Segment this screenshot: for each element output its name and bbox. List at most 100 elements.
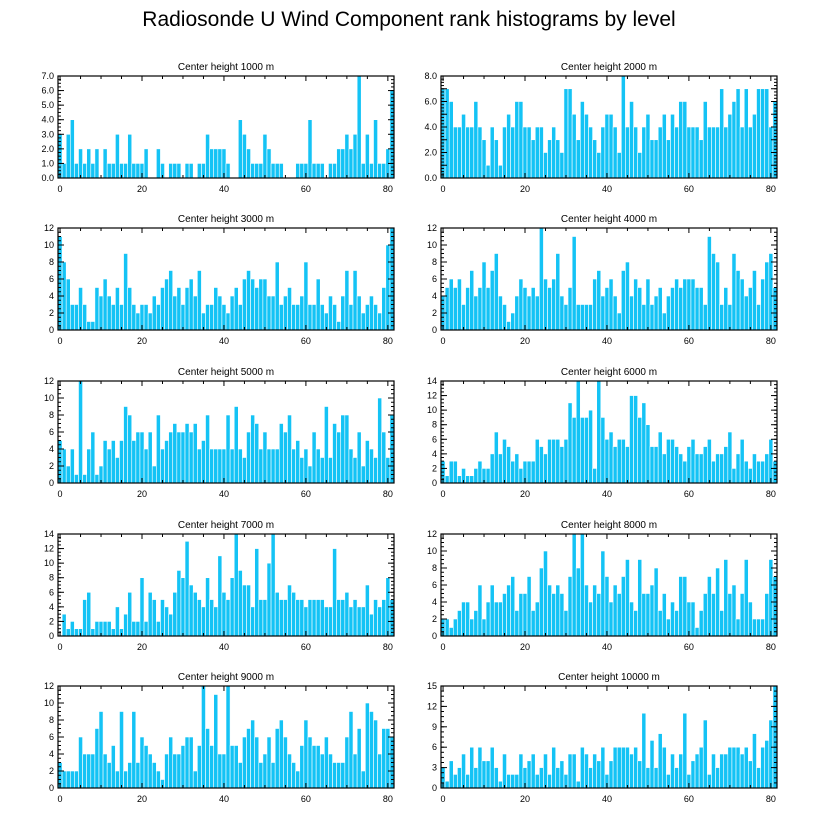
histogram-bar xyxy=(78,736,83,789)
histogram-panel: Center height 9000 m 0 20 40 60 80 0 2 4 6 8 10 12 xyxy=(44,672,395,804)
y-tick-label: 8.0 xyxy=(424,71,437,81)
histogram-bar xyxy=(90,753,96,789)
histogram-bar xyxy=(580,417,585,484)
histogram-bar xyxy=(344,270,350,331)
histogram-bar xyxy=(94,728,100,789)
histogram-bar xyxy=(485,164,491,179)
histogram-bar xyxy=(723,559,729,637)
histogram-bar xyxy=(719,610,725,637)
histogram-bar xyxy=(444,475,450,484)
histogram-bar xyxy=(580,746,585,789)
histogram-bar xyxy=(567,287,573,331)
histogram-bar xyxy=(719,88,725,179)
histogram-bar xyxy=(678,576,684,637)
histogram-bar xyxy=(201,685,206,789)
histogram-bar xyxy=(604,438,610,484)
histogram-bar xyxy=(139,577,145,637)
histogram-bar xyxy=(707,438,712,484)
histogram-bar xyxy=(485,287,491,331)
histogram-bar xyxy=(209,448,215,484)
histogram-bar xyxy=(551,746,557,789)
histogram-bar xyxy=(225,414,231,484)
histogram-bar xyxy=(237,448,243,484)
histogram-bar xyxy=(61,770,67,789)
histogram-bar xyxy=(612,584,618,637)
histogram-bar xyxy=(274,163,280,179)
histogram-bar xyxy=(661,453,667,484)
histogram-bar xyxy=(127,591,133,637)
y-tick-label: 10 xyxy=(44,393,54,403)
histogram-bar xyxy=(295,304,301,331)
histogram-bar xyxy=(270,295,276,331)
histogram-bar xyxy=(86,448,92,484)
histogram-bar xyxy=(340,414,346,484)
x-tick-label: 60 xyxy=(684,336,694,346)
histogram-bar xyxy=(702,101,708,179)
y-tick-label: 8 xyxy=(49,410,54,420)
y-tick-label: 6.0 xyxy=(424,97,437,107)
histogram-bar xyxy=(344,591,350,637)
histogram-bar xyxy=(616,438,622,484)
histogram-bar xyxy=(764,740,770,789)
histogram-bar xyxy=(465,287,470,331)
histogram-bar xyxy=(311,745,317,789)
histogram-bar xyxy=(502,438,507,484)
histogram-bar xyxy=(86,753,92,789)
histogram-bar xyxy=(526,460,532,484)
histogram-bar xyxy=(336,148,342,179)
histogram-bar xyxy=(608,113,614,179)
histogram-bar xyxy=(686,446,692,484)
histogram-bar xyxy=(743,746,749,789)
y-tick-label: 6 xyxy=(49,274,54,284)
y-tick-label: 6 xyxy=(432,274,437,284)
histogram-bar xyxy=(258,448,264,484)
histogram-bar xyxy=(547,438,552,484)
histogram-bar xyxy=(348,304,354,331)
histogram-bar xyxy=(205,414,210,484)
histogram-bar xyxy=(752,270,757,331)
histogram-bar xyxy=(473,101,479,179)
histogram-bar xyxy=(682,278,688,331)
histogram-bar xyxy=(348,448,354,484)
histogram-bar xyxy=(336,762,342,789)
y-tick-label: 4 xyxy=(432,291,437,301)
histogram-bar xyxy=(555,584,561,637)
histogram-bar xyxy=(94,474,100,484)
histogram-bar xyxy=(543,152,548,179)
y-tick-label: 6 xyxy=(49,587,54,597)
histogram-bar xyxy=(641,304,647,331)
histogram-bar xyxy=(727,113,733,179)
histogram-bar xyxy=(307,599,313,637)
y-tick-label: 10 xyxy=(44,240,54,250)
x-tick-label: 40 xyxy=(219,489,229,499)
histogram-bar xyxy=(502,593,507,637)
histogram-bar xyxy=(176,753,182,789)
histogram-bar xyxy=(666,295,671,331)
histogram-bar xyxy=(319,599,325,637)
histogram-bar xyxy=(69,770,75,789)
histogram-bar xyxy=(254,423,260,484)
histogram-bar xyxy=(600,746,606,789)
histogram-bar xyxy=(596,760,602,789)
histogram-bar xyxy=(481,261,487,331)
y-tick-label: 3.0 xyxy=(41,129,54,139)
histogram-bar xyxy=(498,453,503,484)
histogram-bar xyxy=(340,295,346,331)
histogram-bar xyxy=(287,584,292,637)
histogram-bar xyxy=(164,606,169,637)
histogram-bar xyxy=(534,295,540,331)
x-tick-label: 80 xyxy=(383,184,393,194)
histogram-bar xyxy=(82,753,87,789)
histogram-bar xyxy=(645,593,651,637)
histogram-bar xyxy=(670,438,675,484)
histogram-bar xyxy=(485,760,491,789)
histogram-bar xyxy=(702,719,708,789)
histogram-bar xyxy=(217,753,223,789)
histogram-bar xyxy=(319,753,325,789)
histogram-bar xyxy=(588,409,593,484)
y-tick-label: 8 xyxy=(432,563,437,573)
histogram-bar xyxy=(250,278,255,331)
x-tick-label: 80 xyxy=(383,794,393,804)
histogram-bar xyxy=(698,610,704,637)
histogram-bar xyxy=(168,736,174,789)
